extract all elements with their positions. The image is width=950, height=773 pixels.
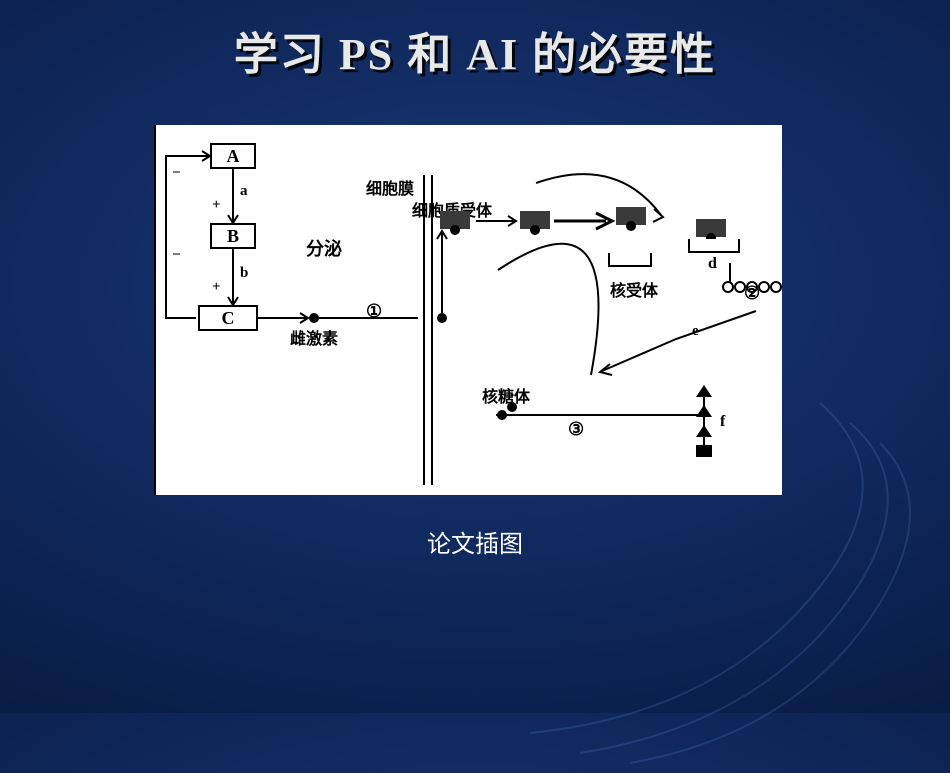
label-plus2: + (212, 279, 221, 296)
label-estrogen: 雌激素 (290, 325, 338, 349)
label-circ-3: ③ (568, 419, 584, 440)
dna-circle (734, 281, 746, 293)
label-a: a (240, 183, 248, 200)
cell-signaling-diagram: A B C a b + + − − 分泌 细胞膜 细胞质受体 核受体 核糖体 雌… (156, 125, 782, 495)
box-a: A (210, 143, 256, 169)
label-secretion: 分泌 (306, 235, 342, 261)
nuclear-receptor-tray (608, 253, 652, 267)
slide-title: 学习 PS 和 AI 的必要性 (0, 0, 950, 82)
dna-circle (770, 281, 782, 293)
label-circ-1: ① (366, 301, 382, 322)
label-f: f (720, 413, 725, 431)
label-minus2: − (172, 247, 181, 264)
label-e: e (692, 323, 699, 340)
label-ribosome: 核糖体 (482, 383, 530, 407)
label-cell-membrane: 细胞膜 (366, 175, 414, 199)
slide-caption: 论文插图 (427, 524, 523, 559)
diagram-container: A B C a b + + − − 分泌 细胞膜 细胞质受体 核受体 核糖体 雌… (154, 125, 782, 495)
label-d: d (708, 255, 717, 273)
label-plus1: + (212, 197, 221, 214)
dna-circle (758, 281, 770, 293)
box-c: C (198, 305, 258, 331)
receptor-complex-top (616, 207, 646, 225)
dna-circle (746, 281, 758, 293)
receptor-2 (520, 211, 550, 229)
dna-circle (722, 281, 734, 293)
label-b: b (240, 265, 248, 282)
receptor-3-tray (688, 239, 740, 253)
receptor-3 (696, 219, 726, 237)
label-minus1: − (172, 165, 181, 182)
box-b: B (210, 223, 256, 249)
label-nuclear-receptor: 核受体 (610, 277, 658, 301)
receptor-1 (440, 211, 470, 229)
